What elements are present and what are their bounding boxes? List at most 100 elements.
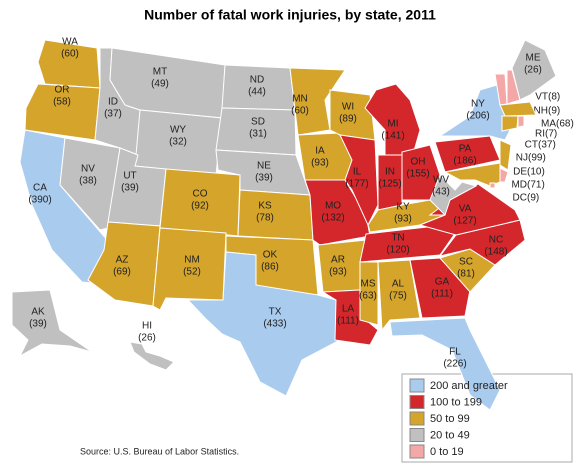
state-value: (9): [527, 193, 539, 204]
state-value: (93): [394, 214, 412, 225]
state-value: (81): [457, 269, 475, 280]
state-value: (44): [248, 87, 266, 98]
state-region: [499, 167, 509, 183]
state-abbr: OH: [411, 157, 426, 168]
state-value: (148): [484, 247, 507, 258]
state-abbr: WY: [170, 125, 186, 136]
state-value: (37): [538, 140, 556, 151]
state-abbr: OK: [263, 250, 278, 261]
state-value: (69): [113, 267, 131, 278]
state-region: [237, 189, 314, 241]
legend-label: 20 to 49: [430, 429, 470, 441]
state-value: (68): [556, 119, 574, 130]
state-abbr: CA: [33, 183, 47, 194]
state-region: [489, 182, 496, 189]
state-value: (206): [466, 111, 489, 122]
state-abbr: HI: [142, 321, 152, 332]
state-value: (71): [527, 180, 545, 191]
state-value: (92): [191, 201, 209, 212]
state-value: (93): [311, 158, 329, 169]
state-abbr: KY: [396, 202, 410, 213]
state-value: (26): [524, 65, 542, 76]
state-region: [11, 289, 93, 358]
state-value: (111): [337, 316, 359, 327]
state-abbr: DC: [513, 193, 527, 204]
state-value: (31): [249, 129, 267, 140]
state-value: (120): [386, 245, 409, 256]
state-value: (39): [121, 183, 139, 194]
state-value: (155): [406, 169, 429, 180]
state-abbr: NY: [471, 99, 485, 110]
state-value: (37): [104, 109, 122, 120]
state-region: [186, 251, 341, 397]
state-abbr: MN: [292, 94, 308, 105]
state-region: [377, 259, 421, 332]
state-value: (10): [527, 167, 545, 178]
state-abbr: NJ: [516, 153, 528, 164]
state-value: (7): [545, 129, 557, 140]
state-abbr: IA: [315, 146, 325, 157]
state-abbr: ID: [108, 97, 118, 108]
state-abbr: TN: [391, 233, 404, 244]
state-abbr: AZ: [116, 255, 129, 266]
state-abbr: ND: [250, 75, 264, 86]
state-abbr: NM: [184, 255, 200, 266]
state-value: (49): [151, 79, 169, 90]
state-value: (38): [79, 176, 97, 187]
state-region: [429, 174, 478, 216]
state-abbr: MD: [511, 180, 527, 191]
state-abbr: PA: [459, 144, 472, 155]
state-value: (141): [381, 131, 404, 142]
state-abbr: NH: [534, 106, 548, 117]
state-abbr: VA: [459, 204, 472, 215]
state-value: (8): [548, 92, 560, 103]
state-abbr: IL: [353, 167, 362, 178]
state-abbr: MT: [153, 67, 167, 78]
state-abbr: VT: [535, 92, 548, 103]
state-abbr: UT: [123, 171, 136, 182]
legend-label: 50 to 99: [430, 413, 470, 425]
state-region: [499, 139, 512, 171]
state-region: [152, 227, 227, 311]
state-value: (78): [256, 213, 274, 224]
state-value: (39): [255, 173, 273, 184]
legend-swatch: [409, 428, 425, 442]
state-abbr: MI: [387, 119, 398, 130]
state-value: (226): [443, 359, 466, 370]
legend-label: 200 and greater: [430, 380, 508, 392]
state-region: [359, 261, 379, 326]
state-region: [511, 39, 557, 101]
state-abbr: WI: [342, 102, 354, 113]
state-value: (433): [263, 319, 286, 330]
legend-label: 100 to 199: [430, 396, 482, 408]
legend-swatch: [409, 395, 425, 409]
state-value: (60): [291, 106, 309, 117]
state-value: (177): [345, 179, 368, 190]
state-abbr: TX: [269, 307, 282, 318]
state-value: (39): [29, 319, 47, 330]
state-abbr: LA: [342, 304, 355, 315]
legend-label: 0 to 19: [430, 446, 464, 458]
state-abbr: OR: [55, 85, 70, 96]
state-abbr: MA: [541, 119, 556, 130]
state-abbr: MO: [325, 201, 341, 212]
state-value: (63): [359, 291, 377, 302]
state-value: (390): [28, 195, 51, 206]
state-region: [517, 115, 525, 128]
legend-swatch: [409, 444, 425, 459]
state-region: [129, 341, 175, 371]
state-region: [59, 137, 121, 231]
state-abbr: GA: [435, 277, 450, 288]
state-value: (186): [453, 156, 476, 167]
state-abbr: MS: [361, 279, 376, 290]
state-value: (127): [453, 216, 476, 227]
state-abbr: NE: [257, 161, 271, 172]
state-abbr: SC: [459, 257, 473, 268]
state-value: (111): [431, 289, 453, 300]
state-region: [24, 83, 101, 141]
state-region: [409, 257, 471, 319]
source-note: Source: U.S. Bureau of Labor Statistics.: [80, 446, 239, 456]
state-abbr: AK: [31, 307, 45, 318]
state-value: (99): [528, 153, 546, 164]
